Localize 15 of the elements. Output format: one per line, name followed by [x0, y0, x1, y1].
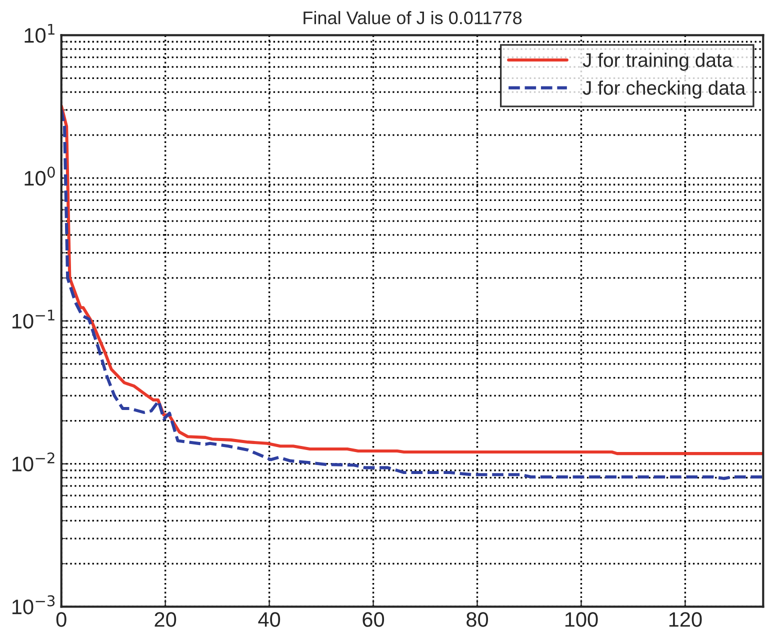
x-tick-label: 80	[466, 612, 488, 627]
x-tick-label: 0	[56, 612, 66, 627]
x-tick-label: 120	[669, 612, 702, 627]
legend-label: J for training data	[582, 52, 733, 71]
y-tick-label: 10$^{1}$	[24, 24, 54, 43]
chart-title: Final Value of J is 0.011778	[304, 11, 522, 24]
legend-label: J for checking data	[582, 80, 746, 99]
y-tick-label: 10$^{−3}$	[12, 595, 55, 614]
x-tick-label: 40	[258, 612, 280, 627]
x-tick-label: 20	[154, 612, 176, 627]
x-tick-label: 60	[362, 612, 384, 627]
y-tick-label: 10$^{−1}$	[12, 310, 54, 329]
y-tick-label: 10$^{−2}$	[12, 452, 54, 472]
x-tick-label: 100	[565, 612, 598, 627]
y-tick-label: 10$^{0}$	[24, 166, 55, 186]
